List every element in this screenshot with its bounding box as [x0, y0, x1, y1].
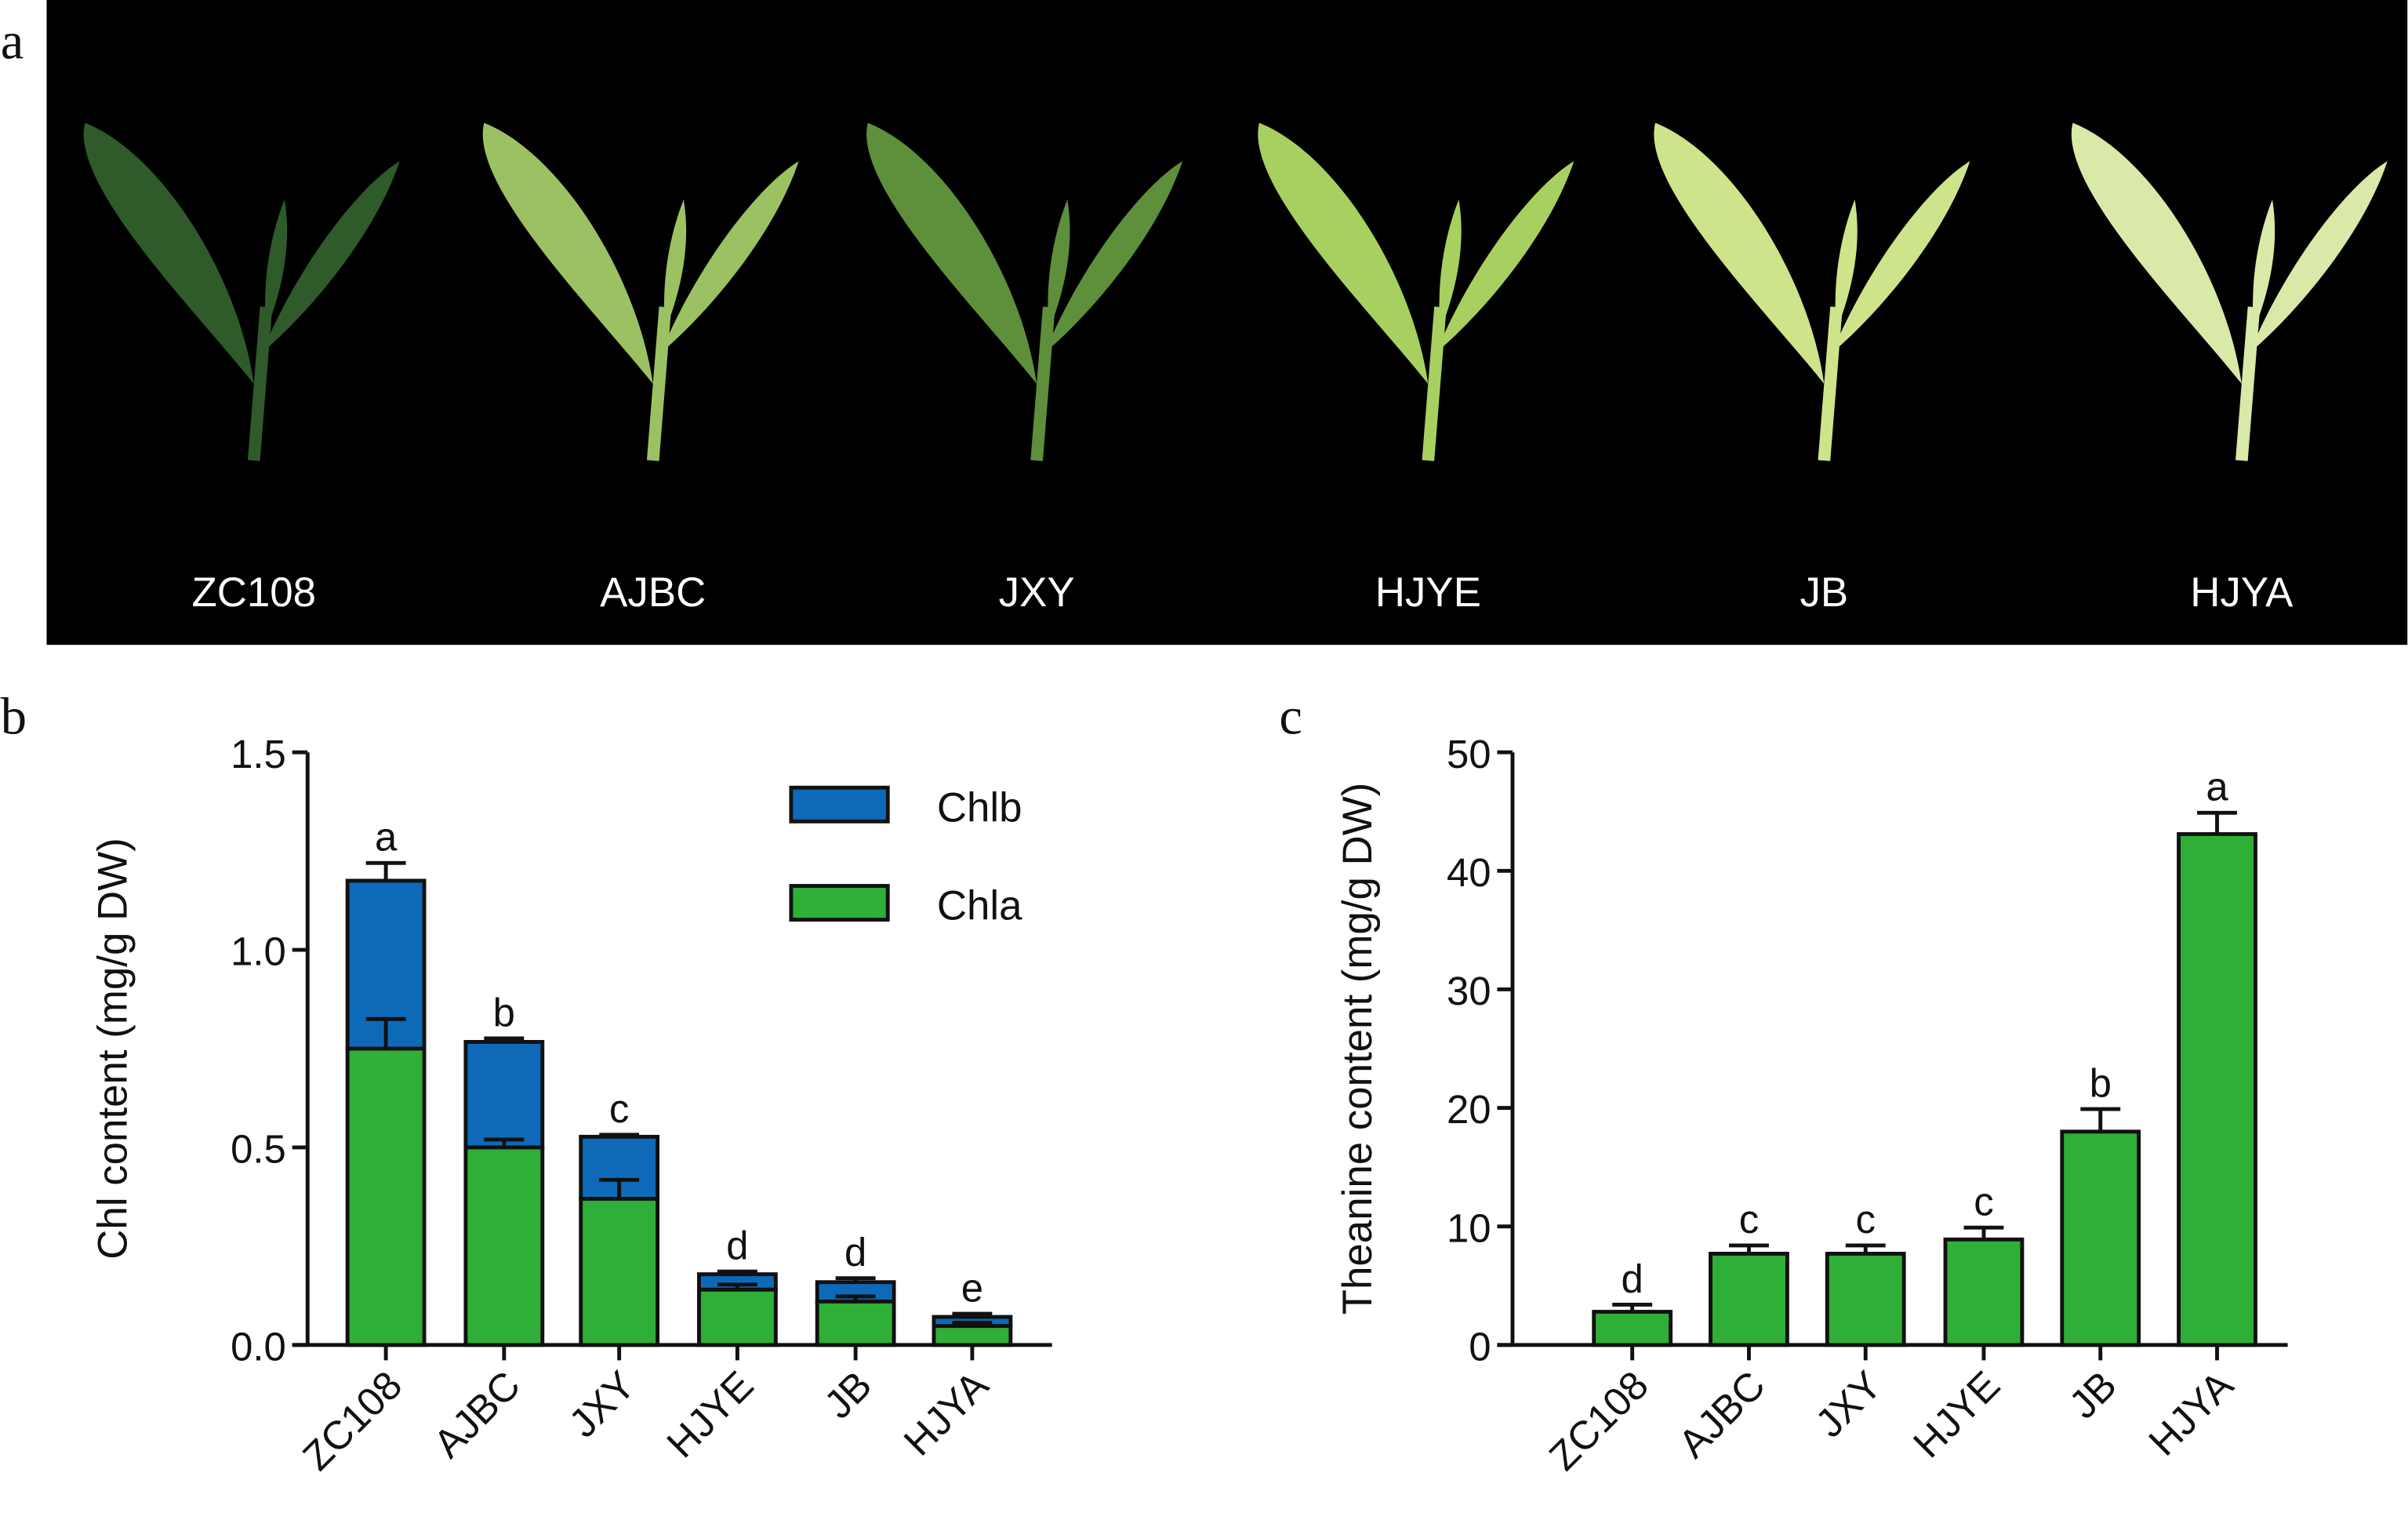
leaf-bud — [1439, 199, 1462, 330]
x-tick-label-AJBC: AJBC — [1669, 1362, 1773, 1466]
photo-label-AJBC: AJBC — [600, 569, 706, 616]
leaf-shoot-HJYE — [1258, 122, 1574, 461]
leaf-shoot-HJYA — [2071, 122, 2388, 461]
photo-label-JXY: JXY — [999, 569, 1075, 616]
leaf-blade — [2249, 161, 2388, 354]
x-tick-label-HJYE: HJYE — [658, 1362, 761, 1466]
bar-chla-ZC108 — [345, 1046, 427, 1347]
significance-letter: e — [961, 1265, 983, 1310]
legend-label-Chla: Chla — [937, 883, 1022, 929]
leaf-blade — [1832, 161, 1970, 354]
bar-ZC108 — [1592, 1310, 1673, 1347]
significance-letter: c — [609, 1086, 629, 1131]
leaf-stem — [1030, 306, 1055, 461]
leaf-blade — [1654, 122, 1825, 384]
x-tick-label-ZC108: ZC108 — [294, 1362, 410, 1478]
leaf-bud — [1048, 199, 1070, 330]
leaf-stem — [1818, 306, 1843, 461]
x-tick-label-AJBC: AJBC — [425, 1362, 528, 1466]
bar-chla-JXY — [579, 1197, 660, 1347]
bar-JB — [2060, 1129, 2141, 1347]
x-tick-label-HJYE: HJYE — [1905, 1362, 2008, 1466]
y-tick-label: 0 — [1469, 1324, 1491, 1369]
bar-chlb-AJBC — [463, 1040, 545, 1150]
theanine-chart: 0 10 20 30 40 50 Theanine content (mg/g DW) ZC1… — [1335, 732, 2288, 1478]
leaf-bud — [2253, 199, 2275, 330]
bar-chla-HJYA — [932, 1324, 1013, 1347]
leaf-stem — [1422, 306, 1447, 461]
leaf-blade — [1258, 122, 1429, 384]
leaf-blade — [2071, 122, 2242, 384]
x-tick-label-JXY: JXY — [1807, 1362, 1890, 1445]
leaf-bud — [664, 199, 687, 330]
chlorophyll-chart: 0.0 0.5 1.0 1.5 Chl content (mg/g DW) ZC108 a A… — [89, 732, 1052, 1478]
y-tick-label: 10 — [1447, 1205, 1491, 1250]
x-tick-label-ZC108: ZC108 — [1541, 1362, 1657, 1478]
panel-label-c: c — [1279, 689, 1302, 746]
leaf-blade — [1436, 161, 1574, 354]
leaf-stem — [2235, 306, 2261, 461]
bar-HJYE — [1943, 1237, 2025, 1347]
significance-letter: c — [1974, 1180, 1993, 1224]
significance-letter: d — [844, 1230, 866, 1275]
legend-swatch-Chlb — [789, 785, 890, 824]
y-tick-label: 0.0 — [231, 1324, 286, 1369]
legend-label-Chlb: Chlb — [937, 784, 1022, 831]
legend-swatch-Chla — [789, 884, 890, 922]
photo-label-HJYE: HJYE — [1375, 569, 1481, 616]
x-tick-label-JB: JB — [815, 1362, 880, 1427]
bar-chla-HJYE — [697, 1287, 778, 1347]
significance-letter: c — [1855, 1197, 1875, 1242]
significance-letter: c — [1739, 1197, 1759, 1242]
leaf-stem — [646, 306, 672, 461]
y-axis-label: Chl content (mg/g DW) — [89, 838, 136, 1259]
leaf-shoot-ZC108 — [83, 122, 400, 461]
significance-letter: d — [1622, 1256, 1643, 1301]
y-tick-label: 20 — [1447, 1087, 1491, 1132]
y-axis-label: Theanine content (mg/g DW) — [1335, 783, 1381, 1315]
bar-chla-AJBC — [463, 1145, 545, 1347]
x-tick-label-JXY: JXY — [561, 1362, 644, 1445]
y-tick-label: 40 — [1447, 850, 1491, 895]
x-tick-label-HJYA: HJYA — [2140, 1362, 2242, 1464]
leaf-bud — [1835, 199, 1858, 330]
y-tick-label: 50 — [1447, 732, 1491, 776]
photo-label-HJYA: HJYA — [2190, 569, 2294, 616]
leaf-blade — [482, 122, 653, 384]
y-tick-label: 30 — [1447, 969, 1491, 1013]
leaf-shoot-JXY — [866, 122, 1183, 461]
leaf-photo-panel: ZC108 AJBC JXY HJYE JB HJYA — [46, 0, 2408, 645]
bar-chla-JB — [815, 1299, 896, 1347]
x-tick-label-JB: JB — [2061, 1362, 2125, 1427]
photo-label-JB: JB — [1800, 569, 1849, 616]
leaf-blade — [866, 122, 1037, 384]
leaf-stem — [247, 306, 273, 461]
bar-JXY — [1825, 1252, 1906, 1347]
significance-letter: b — [2090, 1060, 2112, 1105]
leaf-shoot-AJBC — [482, 122, 799, 461]
bar-AJBC — [1709, 1252, 1789, 1347]
leaf-shoot-JB — [1654, 122, 1970, 461]
x-tick-label-HJYA: HJYA — [895, 1362, 997, 1464]
significance-letter: a — [375, 815, 398, 860]
significance-letter: d — [726, 1223, 748, 1267]
bar-HJYA — [2177, 832, 2257, 1347]
y-tick-label: 0.5 — [231, 1127, 286, 1172]
y-tick-label: 1.5 — [231, 732, 286, 776]
photo-label-ZC108: ZC108 — [191, 569, 316, 616]
significance-letter: b — [493, 990, 515, 1035]
panel-label-a: a — [1, 13, 24, 70]
significance-letter: a — [2206, 765, 2228, 809]
leaf-bud — [265, 199, 288, 330]
leaf-blade — [83, 122, 254, 384]
photo-background — [46, 0, 2408, 645]
leaf-blade — [261, 161, 400, 354]
leaf-blade — [660, 161, 799, 354]
leaf-blade — [1044, 161, 1183, 354]
panel-label-b: b — [1, 689, 27, 746]
y-tick-label: 1.0 — [231, 929, 286, 974]
